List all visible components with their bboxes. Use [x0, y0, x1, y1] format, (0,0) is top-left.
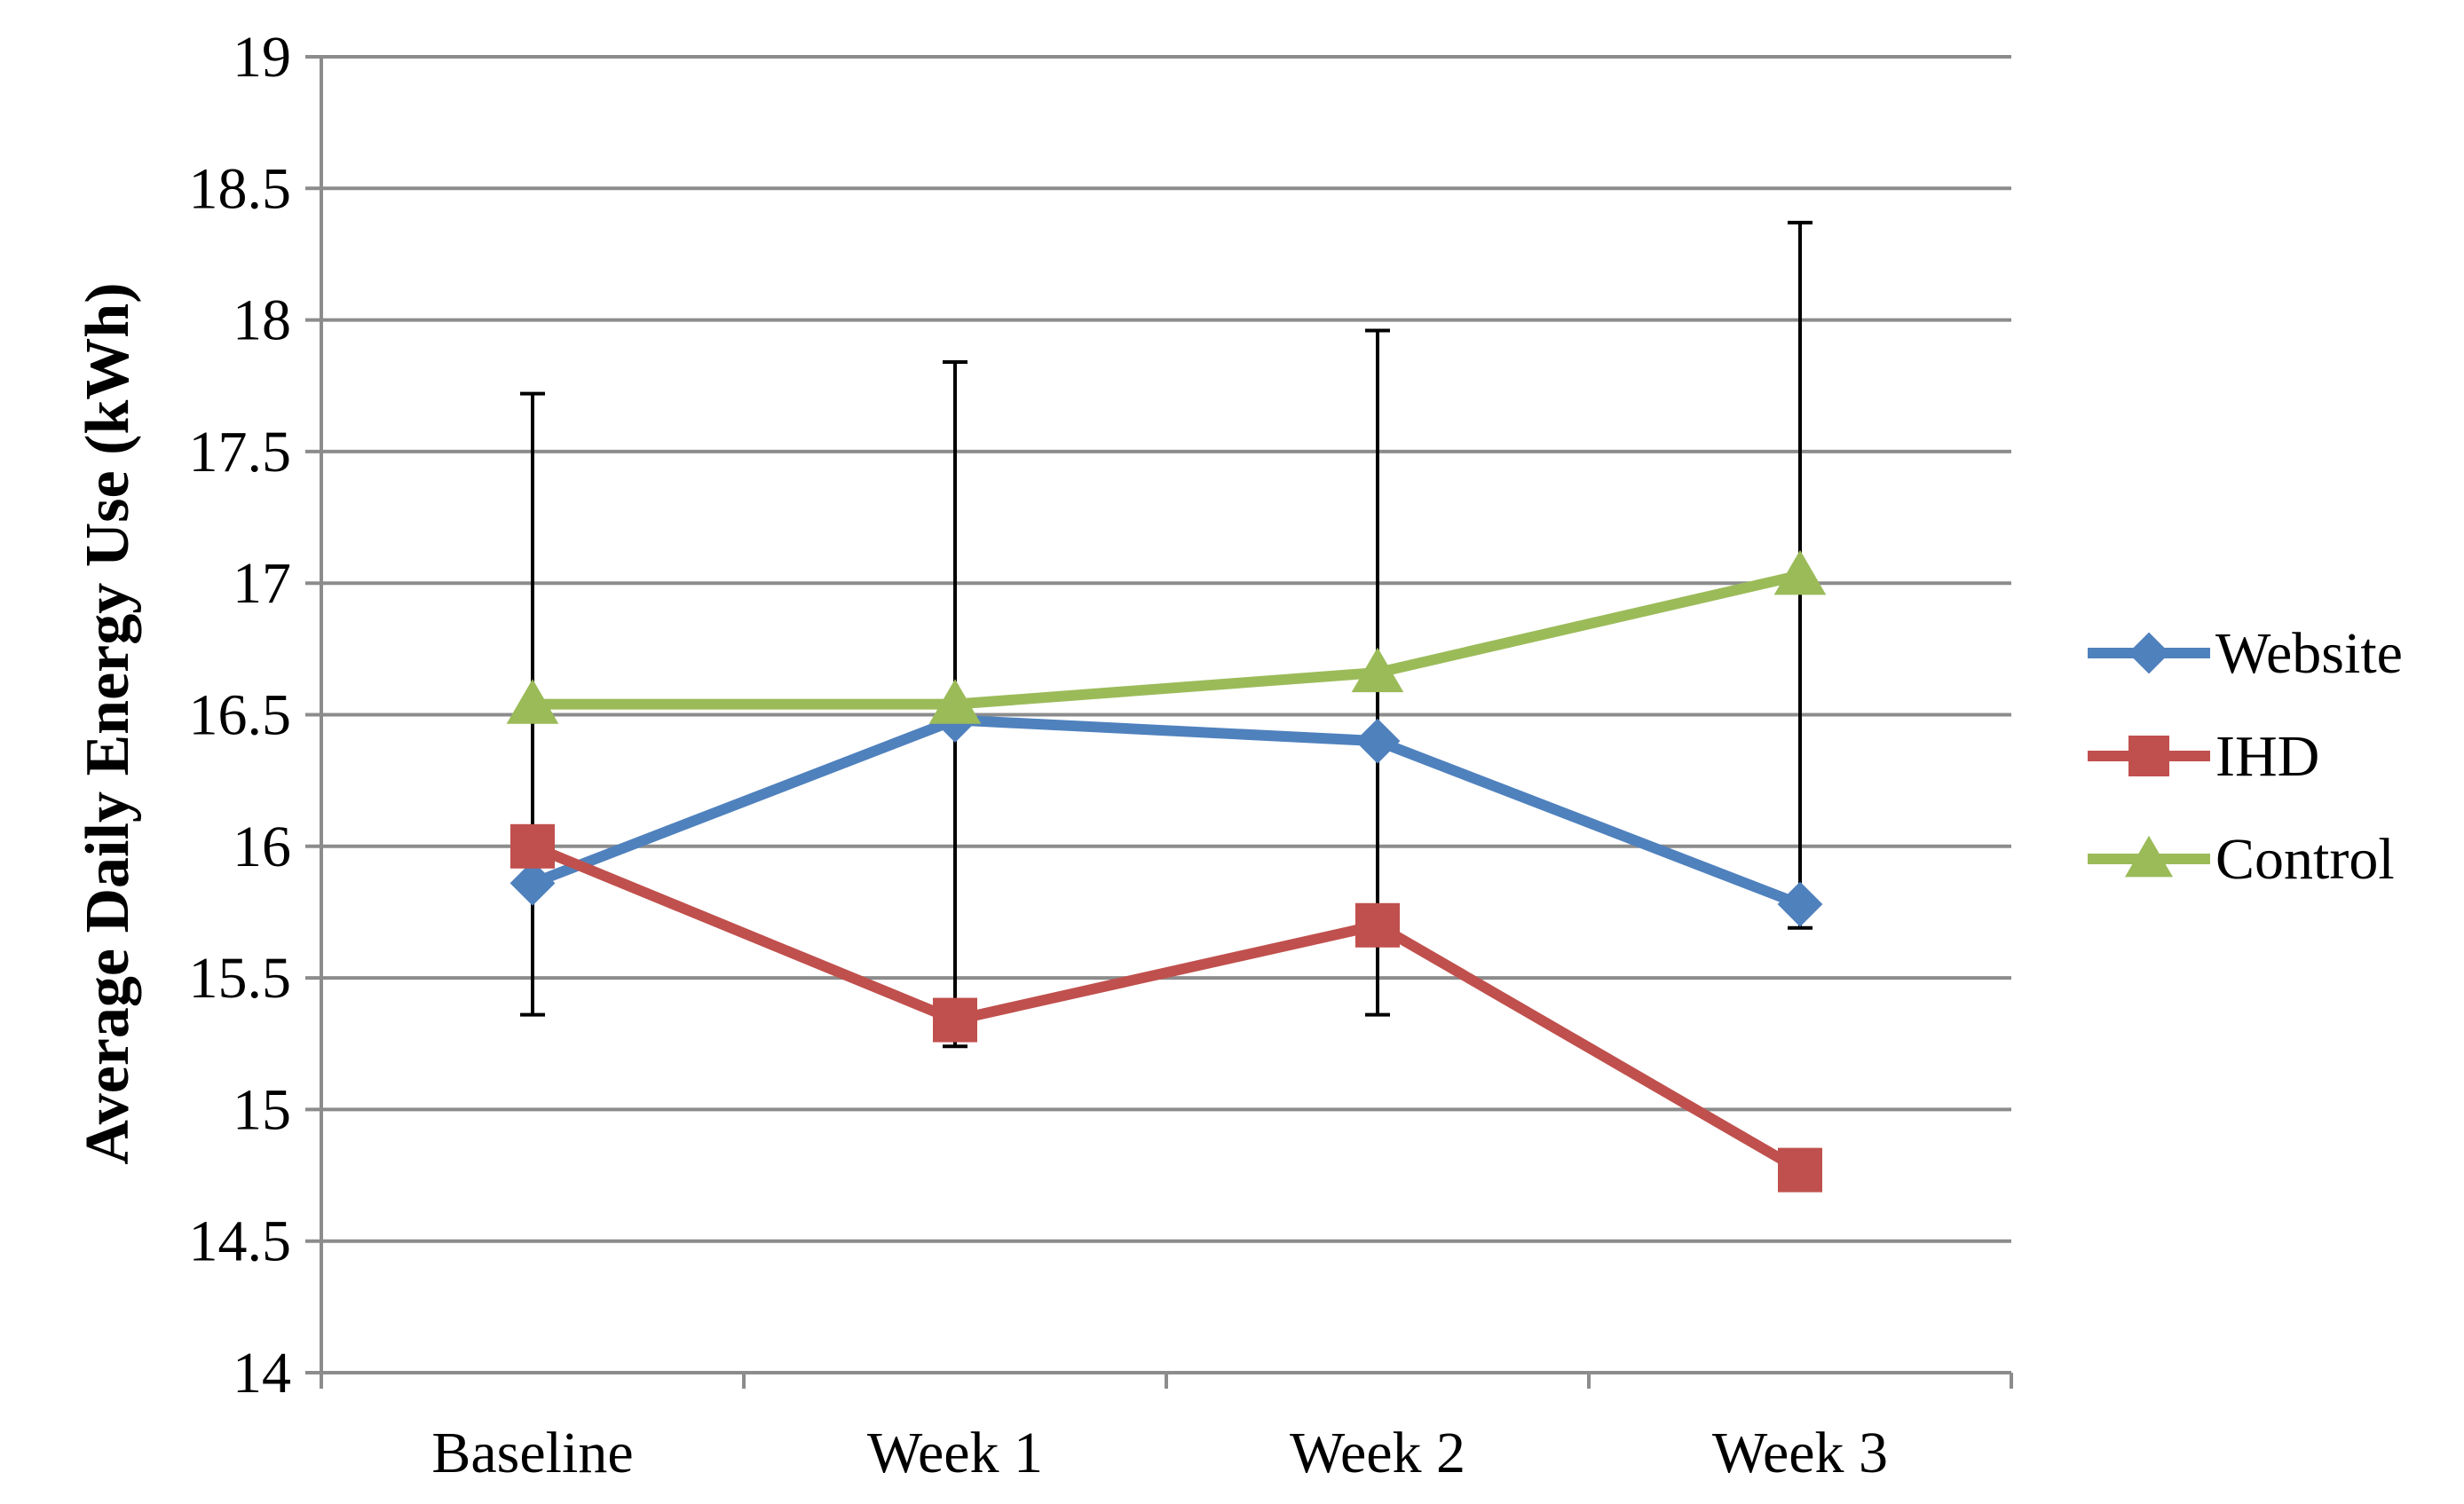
- legend-label: Control: [2215, 827, 2395, 892]
- legend-label: IHD: [2215, 724, 2319, 789]
- y-tick-label: 18.5: [189, 156, 292, 221]
- series-control: [506, 549, 1827, 724]
- legend-marker: [2128, 736, 2169, 776]
- series-ihd: [510, 823, 1822, 1193]
- y-tick-label: 17: [233, 551, 291, 616]
- legend-marker: [2124, 835, 2174, 878]
- data-point: [1777, 881, 1823, 927]
- y-tick-label: 17.5: [189, 420, 292, 484]
- y-axis-title: Average Daily Energy Use (kWh): [74, 282, 142, 1164]
- data-point: [1354, 718, 1401, 764]
- series-line: [530, 714, 1803, 909]
- data-point: [1351, 647, 1404, 693]
- axes: [305, 55, 2013, 1389]
- data-point: [1355, 902, 1400, 948]
- series-line: [530, 841, 1804, 1175]
- y-axis-tick-labels: 14 14.5 15 15.5 16 16.5 17 17.5 18 18.5 19: [189, 25, 292, 1406]
- x-tick-label: Week 1: [867, 1421, 1043, 1485]
- data-point: [1778, 1147, 1822, 1193]
- y-tick-label: 16.5: [189, 683, 292, 748]
- data-point: [1773, 549, 1827, 595]
- data-point: [510, 823, 555, 869]
- data-point: [506, 679, 559, 724]
- data-point: [509, 860, 556, 906]
- x-tick-label: Baseline: [431, 1421, 633, 1485]
- legend-marker: [2128, 632, 2170, 674]
- y-tick-label: 14.5: [189, 1209, 292, 1274]
- data-point: [928, 679, 982, 724]
- legend: Website IHD Control: [2088, 621, 2403, 892]
- y-tick-label: 19: [233, 25, 291, 90]
- legend-item: Control: [2088, 827, 2395, 892]
- y-tick-label: 15.5: [189, 946, 292, 1011]
- series-website: [509, 697, 1823, 927]
- y-tick-label: 16: [233, 815, 291, 879]
- legend-item: Website: [2088, 621, 2403, 686]
- gridlines: [321, 55, 2011, 1243]
- series-line: [533, 570, 1802, 710]
- data-point: [933, 997, 977, 1043]
- legend-item: IHD: [2088, 724, 2319, 789]
- legend-label: Website: [2215, 621, 2403, 686]
- y-tick-label: 18: [233, 288, 291, 353]
- x-axis-tick-labels: Baseline Week 1 Week 2 Week 3: [431, 1421, 1888, 1485]
- x-tick-label: Week 3: [1712, 1421, 1888, 1485]
- y-tick-label: 14: [233, 1341, 291, 1406]
- series-lines: [506, 549, 1827, 1193]
- y-tick-label: 15: [233, 1077, 291, 1142]
- x-tick-label: Week 2: [1290, 1421, 1465, 1485]
